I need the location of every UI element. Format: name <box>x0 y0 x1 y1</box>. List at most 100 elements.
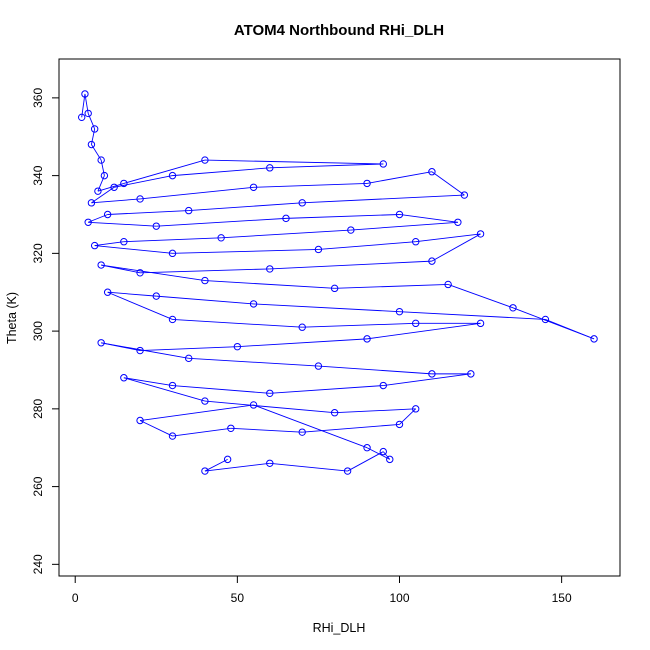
series-0-segment-26 <box>285 214 400 219</box>
series-0-point-31 <box>90 241 99 250</box>
series-0-point-42 <box>444 280 452 289</box>
series-0-point-11 <box>266 164 274 172</box>
series-0-point-3 <box>90 125 99 133</box>
series-0-segment-42 <box>334 284 449 289</box>
series-0-segment-73 <box>139 420 173 437</box>
series-0-point-62 <box>379 381 387 390</box>
series-0-segment-40 <box>101 264 205 282</box>
series-0-point-68 <box>412 405 420 413</box>
series-0-point-63 <box>266 389 274 398</box>
series-0-segment-64 <box>172 385 270 394</box>
series-0-segment-13 <box>114 175 173 188</box>
series-0-segment-14 <box>91 186 115 204</box>
series-0-point-67 <box>330 409 339 417</box>
series-0-segment-20 <box>302 194 465 204</box>
series-0-point-54 <box>363 335 371 343</box>
series-0-point-72 <box>168 432 177 440</box>
series-0-segment-47 <box>253 303 400 313</box>
series-0-segment-22 <box>107 210 189 215</box>
series-0-point-4 <box>87 140 96 149</box>
series-0-point-69 <box>395 420 404 429</box>
x-tick-label-3: 150 <box>552 591 572 605</box>
series-0-point-71 <box>227 424 235 432</box>
series-0-point-20 <box>298 199 306 207</box>
series-0-point-6 <box>100 171 109 180</box>
series-0-point-28 <box>347 226 355 234</box>
series-0-segment-36 <box>431 233 481 262</box>
series-0-point-14 <box>87 199 96 207</box>
series-0-segment-79 <box>269 462 348 472</box>
series-0-segment-11 <box>269 163 384 169</box>
series-0-segment-68 <box>334 408 416 414</box>
series-0-point-25 <box>282 214 290 223</box>
series-0-point-58 <box>185 354 193 363</box>
series-0-point-53 <box>476 319 485 328</box>
series-0-point-23 <box>84 218 92 226</box>
series-0-segment-60 <box>318 365 432 375</box>
series-0-point-0 <box>77 113 86 122</box>
series-0-segment-35 <box>415 233 481 243</box>
series-0-point-59 <box>314 362 323 370</box>
series-0-point-38 <box>136 269 144 277</box>
plot-frame <box>58 58 621 577</box>
x-tick-label-0: 0 <box>72 591 79 605</box>
series-points <box>77 90 598 475</box>
series-0-segment-56 <box>140 346 238 351</box>
series-0-segment-50 <box>107 291 173 320</box>
series-0-segment-37 <box>269 260 432 270</box>
series-0-segment-66 <box>123 377 206 402</box>
series-0-segment-29 <box>221 229 351 239</box>
y-tick-label-6: 360 <box>31 88 45 108</box>
series-0-segment-25 <box>156 217 287 227</box>
series-0-point-40 <box>201 276 209 285</box>
series-0-point-27 <box>454 218 462 226</box>
series-0-segment-24 <box>88 221 157 227</box>
chart-title: ATOM4 Northbound RHi_DLH <box>234 22 444 39</box>
series-0-point-70 <box>298 428 306 436</box>
series-0-segment-30 <box>123 237 222 243</box>
series-0-segment-70 <box>302 423 400 433</box>
series-0-point-79 <box>266 459 274 467</box>
series-0-point-8 <box>120 179 128 188</box>
series-0-segment-76 <box>366 447 390 460</box>
x-tick-label-1: 50 <box>231 591 245 605</box>
series-0-segment-38 <box>140 268 270 274</box>
series-0-point-36 <box>428 257 436 265</box>
series-0-point-34 <box>412 237 420 246</box>
series-0-segment-34 <box>318 241 416 250</box>
series-0-segment-71 <box>230 427 303 433</box>
series-0-segment-12 <box>172 167 270 177</box>
series-0-segment-31 <box>94 241 124 247</box>
series-0-point-19 <box>460 191 469 199</box>
series-0-segment-78 <box>347 451 384 472</box>
series-0-point-57 <box>97 339 105 347</box>
series-0-point-50 <box>168 315 177 324</box>
series-0-segment-81 <box>204 458 228 472</box>
series-0-segment-74 <box>140 404 254 421</box>
series-0-point-66 <box>201 397 209 405</box>
series-0-point-10 <box>379 160 387 168</box>
series-0-segment-69 <box>399 408 417 425</box>
series-0-segment-27 <box>399 214 458 223</box>
series-0-point-46 <box>395 307 404 316</box>
series-0-point-33 <box>314 245 323 254</box>
series-0-segment-65 <box>123 377 173 386</box>
y-axis: 240 260 280 300 320 340 360 <box>31 88 59 574</box>
series-0-point-13 <box>110 183 118 191</box>
series-0-point-24 <box>152 222 160 230</box>
series-0-point-2 <box>84 109 92 118</box>
series-0-segment-58 <box>101 342 189 359</box>
series-0-segment-10 <box>204 159 384 165</box>
series-0-point-65 <box>120 374 128 382</box>
series-0-segment-19 <box>431 171 465 196</box>
series-0-point-49 <box>103 288 112 296</box>
y-tick-label-3: 300 <box>31 321 45 341</box>
y-tick-label-4: 320 <box>31 243 45 263</box>
x-axis-label: RHi_DLH <box>313 621 366 635</box>
series-0-segment-46 <box>399 311 546 320</box>
series-0-segment-51 <box>172 318 303 328</box>
series-0-point-74 <box>249 401 258 409</box>
series-0-segment-55 <box>237 338 368 348</box>
series-0-segment-49 <box>107 291 157 297</box>
series-0-segment-67 <box>204 400 335 414</box>
